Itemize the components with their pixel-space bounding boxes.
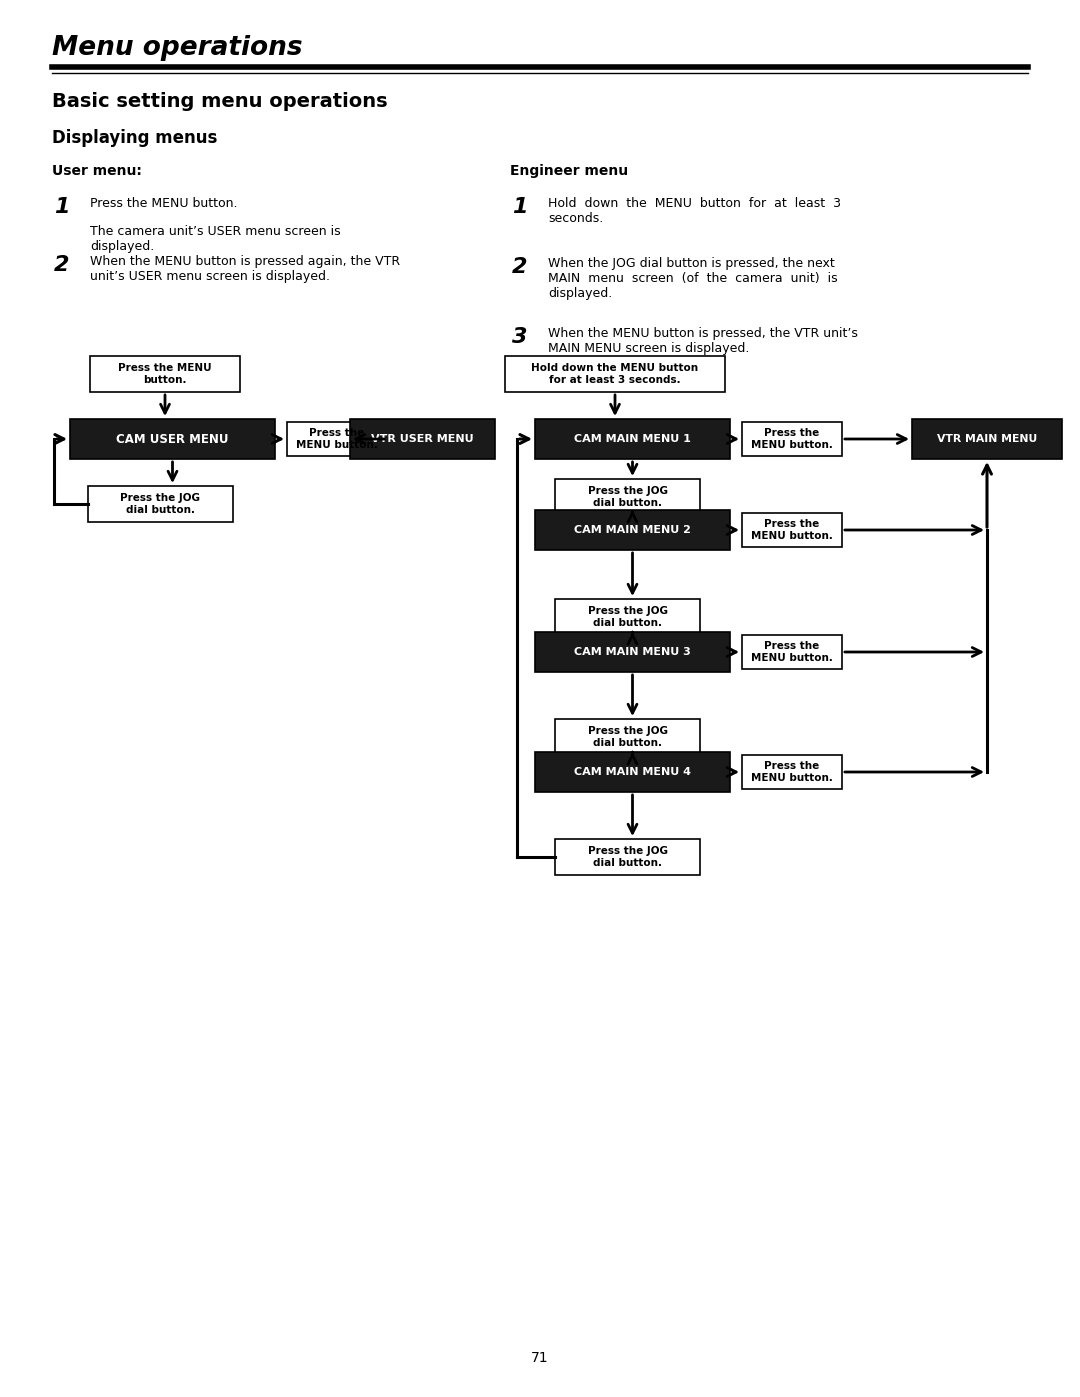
- Text: Press the JOG
dial button.: Press the JOG dial button.: [588, 726, 667, 747]
- FancyBboxPatch shape: [555, 479, 700, 515]
- Text: 1: 1: [54, 197, 69, 217]
- Text: When the MENU button is pressed, the VTR unit’s
MAIN MENU screen is displayed.: When the MENU button is pressed, the VTR…: [548, 327, 858, 355]
- FancyBboxPatch shape: [87, 486, 233, 522]
- Text: Press the JOG
dial button.: Press the JOG dial button.: [588, 486, 667, 507]
- FancyBboxPatch shape: [742, 754, 842, 789]
- Text: Press the JOG
dial button.: Press the JOG dial button.: [588, 847, 667, 868]
- FancyBboxPatch shape: [535, 752, 730, 792]
- Text: Press the
MENU button.: Press the MENU button.: [751, 761, 833, 782]
- FancyBboxPatch shape: [555, 599, 700, 636]
- Text: Press the
MENU button.: Press the MENU button.: [751, 641, 833, 662]
- Text: Press the MENU
button.: Press the MENU button.: [118, 363, 212, 384]
- Text: Hold  down  the  MENU  button  for  at  least  3
seconds.: Hold down the MENU button for at least 3…: [548, 197, 841, 225]
- Text: VTR USER MENU: VTR USER MENU: [372, 434, 474, 444]
- FancyBboxPatch shape: [350, 419, 495, 460]
- FancyBboxPatch shape: [505, 356, 725, 393]
- FancyBboxPatch shape: [90, 356, 240, 393]
- FancyBboxPatch shape: [742, 513, 842, 548]
- FancyBboxPatch shape: [287, 422, 387, 455]
- Text: Press the
MENU button.: Press the MENU button.: [751, 520, 833, 541]
- Text: The camera unit’s USER menu screen is
displayed.: The camera unit’s USER menu screen is di…: [90, 225, 340, 253]
- Text: 1: 1: [512, 197, 527, 217]
- Text: Press the
MENU button.: Press the MENU button.: [296, 429, 378, 450]
- Text: When the JOG dial button is pressed, the next
MAIN  menu  screen  (of  the  came: When the JOG dial button is pressed, the…: [548, 257, 838, 300]
- Text: 2: 2: [54, 256, 69, 275]
- FancyBboxPatch shape: [535, 419, 730, 460]
- FancyBboxPatch shape: [70, 419, 275, 460]
- FancyBboxPatch shape: [912, 419, 1062, 460]
- FancyBboxPatch shape: [535, 510, 730, 550]
- Text: VTR MAIN MENU: VTR MAIN MENU: [936, 434, 1037, 444]
- Text: Press the MENU button.: Press the MENU button.: [90, 197, 238, 210]
- Text: CAM MAIN MENU 1: CAM MAIN MENU 1: [575, 434, 691, 444]
- Text: Engineer menu: Engineer menu: [510, 163, 629, 177]
- Text: 71: 71: [531, 1351, 549, 1365]
- Text: Basic setting menu operations: Basic setting menu operations: [52, 92, 388, 110]
- Text: 3: 3: [512, 327, 527, 346]
- Text: Press the
MENU button.: Press the MENU button.: [751, 429, 833, 450]
- FancyBboxPatch shape: [555, 840, 700, 875]
- Text: CAM MAIN MENU 3: CAM MAIN MENU 3: [575, 647, 691, 657]
- Text: Press the JOG
dial button.: Press the JOG dial button.: [121, 493, 201, 515]
- Text: Menu operations: Menu operations: [52, 35, 302, 61]
- Text: CAM MAIN MENU 4: CAM MAIN MENU 4: [573, 767, 691, 777]
- Text: Displaying menus: Displaying menus: [52, 129, 217, 147]
- FancyBboxPatch shape: [555, 719, 700, 754]
- Text: Press the JOG
dial button.: Press the JOG dial button.: [588, 606, 667, 627]
- Text: User menu:: User menu:: [52, 163, 141, 177]
- Text: 2: 2: [512, 257, 527, 277]
- FancyBboxPatch shape: [535, 631, 730, 672]
- FancyBboxPatch shape: [742, 636, 842, 669]
- Text: CAM MAIN MENU 2: CAM MAIN MENU 2: [575, 525, 691, 535]
- Text: When the MENU button is pressed again, the VTR
unit’s USER menu screen is displa: When the MENU button is pressed again, t…: [90, 256, 400, 284]
- Text: Hold down the MENU button
for at least 3 seconds.: Hold down the MENU button for at least 3…: [531, 363, 699, 384]
- FancyBboxPatch shape: [742, 422, 842, 455]
- Text: CAM USER MENU: CAM USER MENU: [117, 433, 229, 446]
